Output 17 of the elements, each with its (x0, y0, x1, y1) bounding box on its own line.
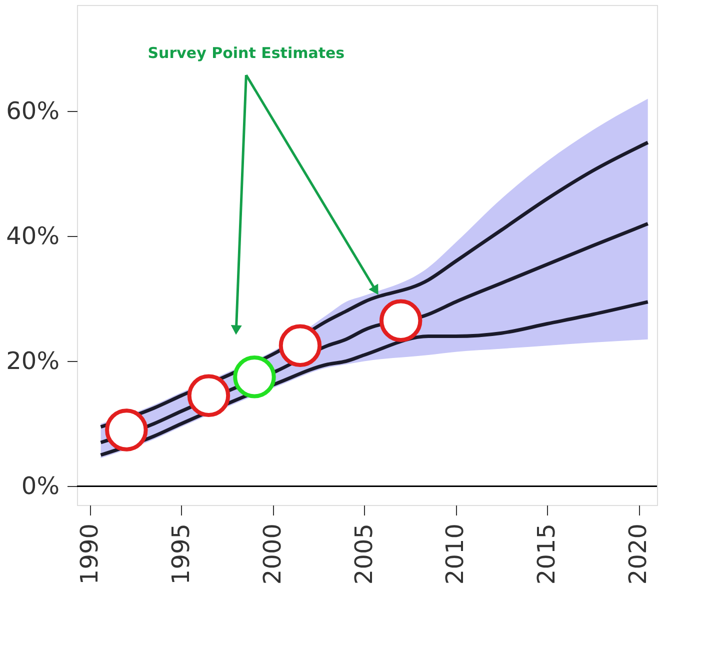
point (105, 408, 148, 452)
x-tick-label: 2015 (532, 524, 561, 585)
x-tick-label: 2005 (350, 524, 378, 585)
x-tick-label: 2010 (441, 524, 470, 585)
x-tick-label: 1990 (75, 524, 104, 585)
x-tick-label: 2000 (258, 524, 286, 585)
annotation: Survey Point Estimates (148, 44, 345, 62)
x-tick-label: 1995 (166, 524, 195, 585)
point (379, 299, 422, 342)
point (278, 324, 322, 367)
y-tick-label: 40% (6, 222, 60, 250)
point (187, 374, 230, 417)
y-tick-label: 20% (6, 346, 60, 375)
x-tick-label: 2020 (624, 524, 652, 585)
y-tick-label: 60% (6, 96, 60, 125)
y-tick-label: 0% (21, 472, 60, 500)
point (233, 356, 276, 398)
